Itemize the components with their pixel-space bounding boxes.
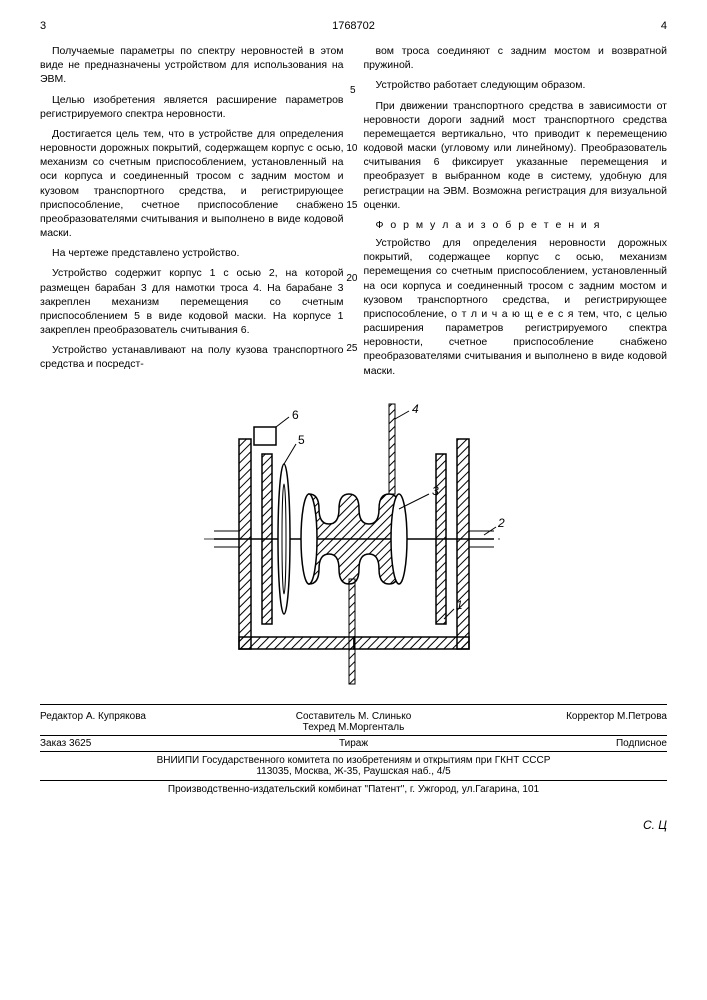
- compiler: Составитель М. Слинько: [249, 711, 458, 722]
- footer-block: Редактор А. Купрякова Составитель М. Сли…: [40, 704, 667, 798]
- page-number-left: 3: [40, 20, 60, 32]
- paragraph: Устройство содержит корпус 1 с осью 2, н…: [40, 266, 344, 337]
- device-diagram: 6 5 4 3 2 1: [40, 399, 667, 689]
- corrector: Корректор М.Петрова: [458, 711, 667, 733]
- paragraph: Целью изобретения является расширение па…: [40, 93, 344, 121]
- document-number: 1768702: [60, 20, 647, 32]
- print-house: Производственно-издательский комбинат "П…: [40, 781, 667, 798]
- diagram-label-2: 2: [497, 516, 505, 530]
- podpisnoe: Подписное: [458, 738, 667, 749]
- diagram-label-3: 3: [432, 484, 439, 498]
- techred: Техред М.Моргенталь: [249, 722, 458, 733]
- tirazh: Тираж: [249, 738, 458, 749]
- diagram-label-4: 4: [412, 402, 419, 416]
- diagram-label-5: 5: [298, 433, 305, 447]
- organization: ВНИИПИ Государственного комитета по изоб…: [40, 752, 667, 781]
- diagram-label-1: 1: [456, 598, 463, 612]
- credits-row: Редактор А. Купрякова Составитель М. Сли…: [40, 709, 667, 736]
- paragraph: На чертеже представлено устройство.: [40, 246, 344, 260]
- line-number: 15: [346, 199, 357, 213]
- paragraph: Получаемые параметры по спектру неровнос…: [40, 44, 344, 87]
- line-number: 5: [350, 84, 356, 98]
- page-header: 3 1768702 4: [40, 20, 667, 32]
- signature: С. Ц: [40, 818, 667, 832]
- page-number-right: 4: [647, 20, 667, 32]
- line-number: 10: [346, 142, 357, 156]
- diagram-label-6: 6: [292, 408, 299, 422]
- paragraph: При движении транспортного средства в за…: [364, 99, 668, 212]
- paragraph: Устройство работает следующим образом.: [364, 78, 668, 92]
- diagram-svg: 6 5 4 3 2 1: [184, 399, 524, 689]
- editor: Редактор А. Купрякова: [40, 711, 249, 733]
- line-number: 25: [346, 342, 357, 356]
- order-number: Заказ 3625: [40, 738, 249, 749]
- right-column: вом троса соединяют с задним мостом и во…: [364, 44, 668, 384]
- text-columns: Получаемые параметры по спектру неровнос…: [40, 44, 667, 384]
- left-column: Получаемые параметры по спектру неровнос…: [40, 44, 344, 384]
- paragraph: Устройство для определения неровности до…: [364, 236, 668, 378]
- line-number: 20: [346, 272, 357, 286]
- paragraph: Достигается цель тем, что в устройстве д…: [40, 127, 344, 240]
- formula-title: Ф о р м у л а и з о б р е т е н и я: [364, 218, 668, 232]
- order-row: Заказ 3625 Тираж Подписное: [40, 736, 667, 752]
- paragraph: вом троса соединяют с задним мостом и во…: [364, 44, 668, 72]
- paragraph: Устройство устанавливают на полу кузова …: [40, 343, 344, 371]
